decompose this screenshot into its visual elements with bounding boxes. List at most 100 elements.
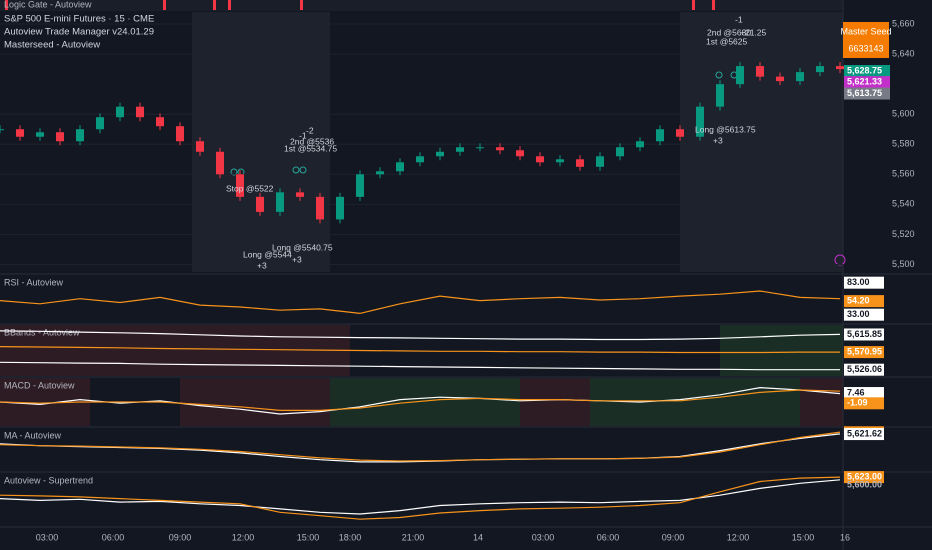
indicator-line	[0, 361, 840, 371]
candle	[676, 129, 684, 137]
x-tick-label: 03:00	[36, 532, 59, 542]
candle	[276, 192, 284, 212]
macd-shade	[520, 378, 590, 426]
indicator-line	[0, 389, 841, 411]
macd-shade	[330, 378, 520, 426]
y-tick-label: 5,560	[892, 169, 915, 179]
price-label: 5,613.75	[847, 88, 882, 98]
candle	[16, 129, 24, 137]
candle	[416, 156, 424, 163]
candle	[316, 196, 324, 220]
candle	[496, 147, 504, 151]
candle	[236, 174, 244, 197]
price-label: 33.00	[847, 309, 870, 319]
trade-annotation: 1st @5625	[706, 36, 748, 46]
trade-annotation: -1	[735, 14, 743, 24]
trade-annotation: Long @5540.75	[272, 242, 333, 252]
x-tick-label: 15:00	[792, 532, 815, 542]
master-seed-title: Master Seed	[840, 26, 891, 36]
candle	[436, 151, 444, 157]
candle	[656, 129, 664, 142]
gate-mark	[692, 0, 695, 10]
x-tick-label: 12:00	[727, 532, 750, 542]
y-tick-label: 5,500	[892, 259, 915, 269]
candle	[0, 129, 4, 131]
price-label-box	[844, 64, 890, 77]
candle	[476, 147, 484, 149]
price-label: 5,621.62	[847, 428, 882, 438]
x-tick-label: 09:00	[169, 532, 192, 542]
price-label-box	[844, 346, 884, 359]
signal-icon	[715, 71, 723, 79]
candle	[636, 141, 644, 148]
indicator-label: Autoview Trade Manager v24.01.29	[4, 27, 154, 38]
trade-annotation: Long @5544	[243, 249, 292, 259]
y-tick-label: 5,520	[892, 229, 915, 239]
candle	[256, 196, 264, 212]
candle	[156, 117, 164, 127]
x-tick-label: 12:00	[232, 532, 255, 542]
candle	[616, 147, 624, 157]
macd-shade	[180, 378, 330, 426]
candle	[76, 129, 84, 142]
gate-mark	[213, 0, 216, 10]
pane-label: Autoview - Supertrend	[4, 475, 93, 485]
candle	[716, 84, 724, 107]
x-tick-label: 14	[473, 532, 483, 542]
signal-icon	[299, 166, 307, 174]
trade-annotation: -1	[299, 130, 307, 140]
x-tick-label: 09:00	[662, 532, 685, 542]
indicator-line	[0, 431, 841, 462]
candle	[456, 147, 464, 152]
x-tick-label: 21:00	[402, 532, 425, 542]
y-tick-label: 5,600	[892, 109, 915, 119]
gate-mark	[5, 0, 8, 10]
candle	[816, 66, 824, 73]
price-label-box	[844, 363, 884, 376]
macd-shade	[800, 378, 843, 426]
trade-annotation: +21.25	[740, 27, 767, 37]
price-label-box	[844, 295, 884, 308]
candle	[296, 192, 304, 197]
candle	[756, 66, 764, 77]
trade-annotation: -2	[306, 125, 314, 135]
price-label-box	[844, 76, 890, 89]
price-label: 5,600.00	[847, 479, 882, 489]
gate-mark	[163, 0, 166, 10]
price-label: 54.20	[847, 295, 870, 305]
candle	[36, 132, 44, 137]
price-label: 83.00	[847, 277, 870, 287]
candle	[396, 162, 404, 172]
price-label-box	[844, 387, 884, 400]
top-pane-label: Logic Gate - Autoview	[4, 0, 92, 9]
y-tick-label: 5,640	[892, 48, 915, 58]
pane-label: MACD - Autoview	[4, 380, 75, 390]
master-seed-box	[843, 22, 889, 58]
trade-annotation: Stop @5522	[226, 183, 274, 193]
candle	[516, 150, 524, 157]
top-strip	[0, 0, 843, 11]
x-tick-label: 06:00	[102, 532, 125, 542]
price-label: -1.09	[847, 398, 868, 408]
x-tick-label: 15:00	[297, 532, 320, 542]
price-label-box	[844, 308, 884, 321]
price-label: 5,615.85	[847, 329, 882, 339]
price-label-box	[844, 428, 884, 441]
indicator-line	[0, 476, 841, 520]
y-tick-label: 5,540	[892, 199, 915, 209]
indicator-line	[0, 330, 841, 341]
signal-icon	[292, 166, 300, 174]
candle	[796, 72, 804, 82]
trade-annotation: +3	[292, 254, 302, 264]
candle	[536, 156, 544, 163]
gate-mark	[300, 0, 303, 10]
candle	[376, 171, 384, 175]
candle	[116, 106, 124, 118]
candle	[556, 159, 564, 163]
x-tick-label: 06:00	[597, 532, 620, 542]
candle	[736, 66, 744, 85]
trade-annotation: +3	[713, 135, 723, 145]
candle	[56, 132, 64, 142]
candle	[196, 141, 204, 152]
